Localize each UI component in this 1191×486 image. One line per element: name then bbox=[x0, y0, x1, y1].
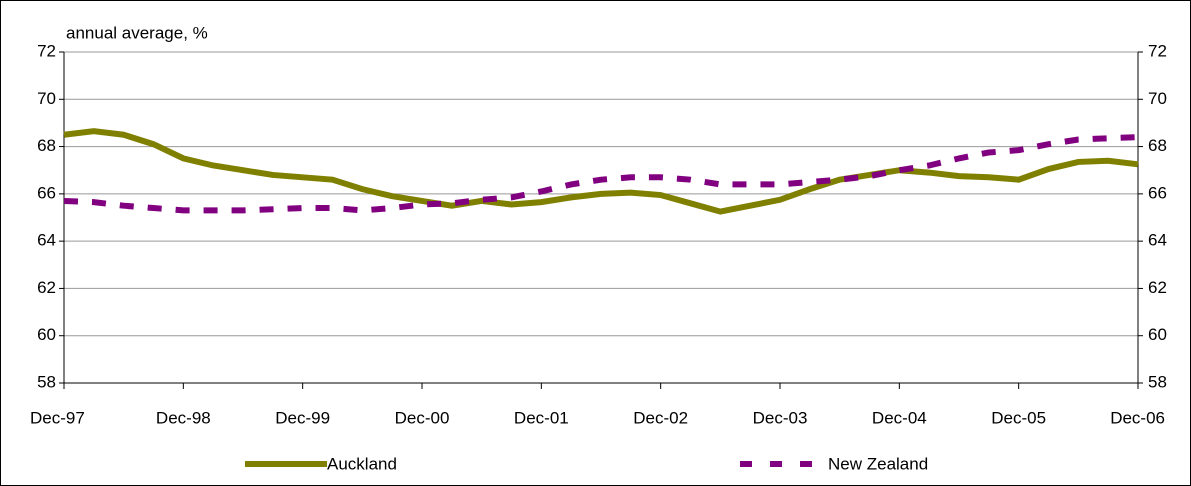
y-tick-label: 60 bbox=[37, 325, 56, 344]
y-tick-label: 64 bbox=[37, 231, 56, 250]
y-tick-label: 72 bbox=[37, 41, 56, 60]
x-tick-label: Dec-98 bbox=[156, 408, 211, 427]
x-tick-label: Dec-97 bbox=[30, 408, 85, 427]
y-tick-label: 62 bbox=[37, 278, 56, 297]
x-tick-label: Dec-04 bbox=[872, 408, 927, 427]
series-line bbox=[63, 134, 1139, 214]
y2-tick-label: 66 bbox=[1148, 183, 1167, 202]
y-tick-label: 66 bbox=[37, 183, 56, 202]
y2-tick-label: 60 bbox=[1148, 325, 1167, 344]
y-tick-label: 58 bbox=[37, 372, 56, 391]
x-tick-label: Dec-01 bbox=[514, 408, 569, 427]
y2-tick-label: 64 bbox=[1148, 231, 1167, 250]
x-tick-label: Dec-99 bbox=[275, 408, 330, 427]
x-tick-label: Dec-02 bbox=[633, 408, 688, 427]
series-line bbox=[63, 128, 1139, 215]
x-tick-label: Dec-05 bbox=[991, 408, 1046, 427]
legend-label: New Zealand bbox=[828, 454, 928, 473]
y-axis-label: annual average, % bbox=[66, 23, 208, 42]
x-tick-label: Dec-00 bbox=[395, 408, 450, 427]
y-tick-label: 70 bbox=[37, 89, 56, 108]
legend-label: Auckland bbox=[327, 454, 397, 473]
y2-tick-label: 72 bbox=[1148, 41, 1167, 60]
y2-tick-label: 58 bbox=[1148, 372, 1167, 391]
x-tick-label: Dec-06 bbox=[1110, 408, 1165, 427]
y2-tick-label: 68 bbox=[1148, 136, 1167, 155]
y2-tick-label: 62 bbox=[1148, 278, 1167, 297]
y-tick-label: 68 bbox=[37, 136, 56, 155]
y2-tick-label: 70 bbox=[1148, 89, 1167, 108]
x-tick-label: Dec-03 bbox=[753, 408, 808, 427]
